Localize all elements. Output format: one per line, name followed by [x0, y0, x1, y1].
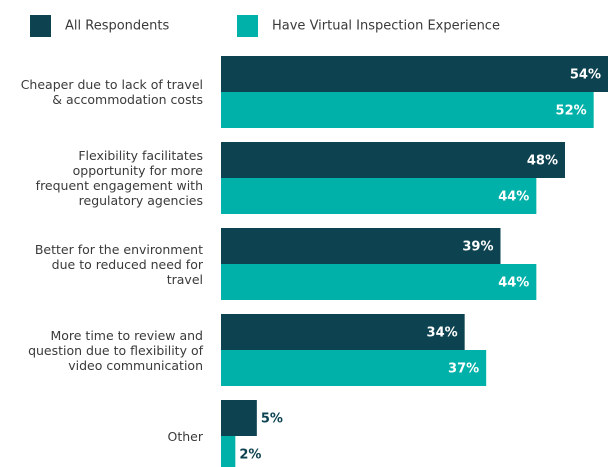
- legend-swatch: [237, 15, 258, 37]
- category-label: Flexibility facilitates opportunity for …: [35, 148, 203, 208]
- bar: [221, 264, 537, 300]
- legend-label: All Respondents: [65, 19, 170, 34]
- value-label: 52%: [556, 104, 587, 119]
- value-label: 2%: [239, 448, 261, 463]
- bar: [221, 92, 594, 128]
- bar: [221, 56, 608, 92]
- bar: [221, 228, 501, 264]
- bar: [221, 436, 236, 467]
- legend-label: Have Virtual Inspection Experience: [272, 19, 500, 34]
- value-label: 48%: [527, 154, 558, 169]
- bar: [221, 400, 257, 436]
- bar: [221, 142, 565, 178]
- bar: [221, 178, 537, 214]
- category-label: More time to review and question due to …: [28, 327, 203, 373]
- value-label: 44%: [498, 276, 529, 291]
- category-label: Cheaper due to lack of travel & accommod…: [20, 77, 203, 107]
- bar: [221, 350, 487, 386]
- legend-swatch: [30, 15, 51, 37]
- category-label: Other: [167, 428, 204, 444]
- value-label: 39%: [462, 240, 493, 255]
- value-label: 34%: [427, 326, 458, 341]
- bar: [221, 314, 465, 350]
- value-label: 54%: [570, 68, 601, 83]
- category-label: Better for the environment due to reduce…: [34, 241, 203, 287]
- value-label: 37%: [448, 362, 479, 377]
- value-label: 44%: [498, 190, 529, 205]
- value-label: 5%: [261, 412, 283, 427]
